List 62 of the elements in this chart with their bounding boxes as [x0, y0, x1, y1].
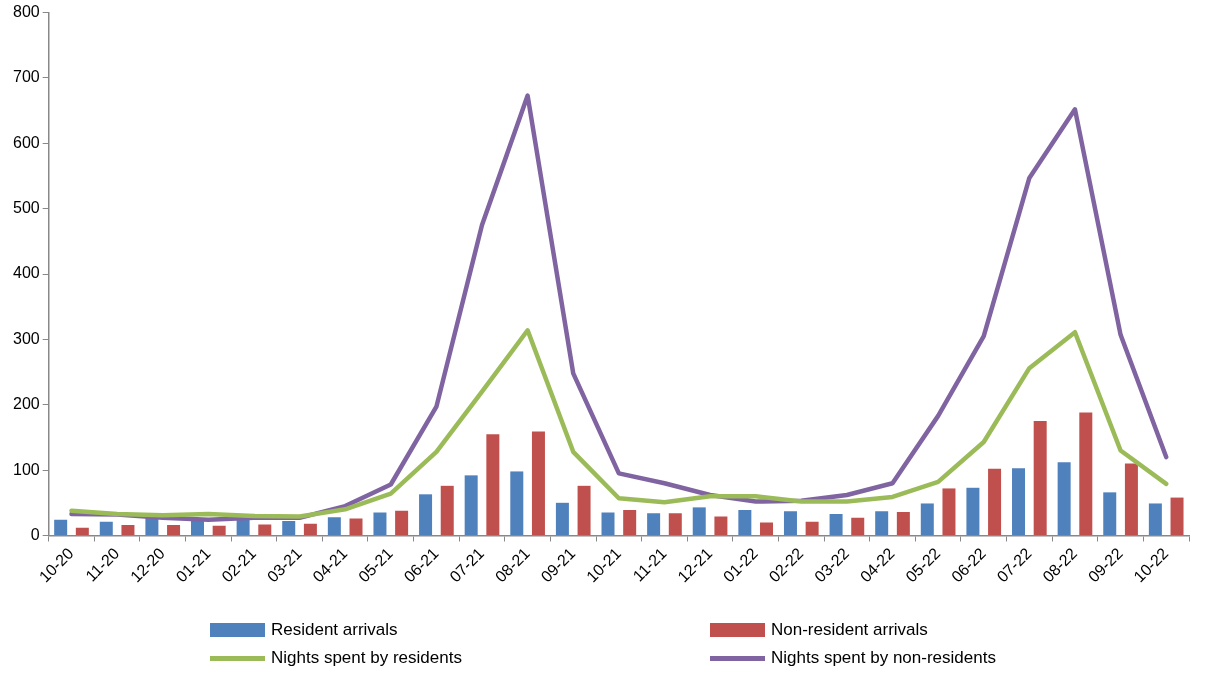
bar — [896, 511, 910, 535]
bar — [373, 512, 387, 535]
bar — [212, 525, 226, 535]
bar — [1148, 503, 1162, 535]
bar — [99, 521, 113, 535]
y-tick-label: 0 — [30, 525, 40, 543]
bar — [601, 512, 615, 535]
bar — [738, 510, 752, 535]
bar — [942, 488, 956, 535]
bar — [555, 502, 569, 535]
bar — [75, 527, 89, 535]
bar — [805, 521, 819, 535]
bar — [1033, 421, 1047, 535]
y-tick-label: 800 — [12, 3, 40, 21]
bar — [623, 510, 637, 535]
bar — [349, 518, 363, 535]
y-tick-label: 400 — [12, 264, 40, 282]
bar — [145, 517, 159, 535]
bar — [647, 513, 661, 535]
bar — [760, 522, 774, 535]
legend-label: Non-resident arrivals — [771, 620, 928, 640]
bar — [486, 434, 500, 535]
bar — [920, 503, 934, 535]
y-tick-label: 200 — [12, 395, 40, 413]
bar — [577, 485, 591, 535]
bar — [440, 485, 454, 535]
bar — [1124, 463, 1138, 535]
bar — [668, 513, 682, 535]
bar — [531, 431, 545, 535]
bar — [875, 511, 889, 535]
legend-label: Resident arrivals — [271, 620, 398, 640]
bar — [258, 524, 272, 535]
bar — [121, 525, 135, 535]
bar — [510, 471, 524, 535]
bar — [1170, 497, 1184, 535]
bar — [282, 521, 296, 535]
bar — [966, 487, 980, 535]
bar — [167, 525, 181, 535]
bar — [236, 519, 250, 535]
bar — [464, 475, 478, 535]
bar — [851, 517, 865, 535]
y-tick-label: 300 — [12, 329, 40, 347]
bar — [829, 513, 843, 535]
bar — [692, 507, 706, 535]
legend-label: Nights spent by non-residents — [771, 648, 996, 668]
y-tick-label: 600 — [12, 133, 40, 151]
bar — [783, 511, 797, 535]
bar — [714, 516, 728, 535]
bar — [1103, 492, 1117, 535]
y-tick-label: 100 — [12, 460, 40, 478]
bar — [988, 468, 1002, 535]
bar — [1012, 468, 1026, 535]
bar — [1079, 412, 1093, 535]
bar — [54, 519, 68, 535]
bar — [303, 523, 317, 535]
bar — [419, 494, 433, 535]
y-tick-label: 500 — [12, 199, 40, 217]
legend-label: Nights spent by residents — [271, 648, 462, 668]
bar — [395, 510, 409, 535]
bar — [1057, 462, 1071, 535]
y-tick-label: 700 — [12, 68, 40, 86]
bar — [327, 517, 341, 535]
